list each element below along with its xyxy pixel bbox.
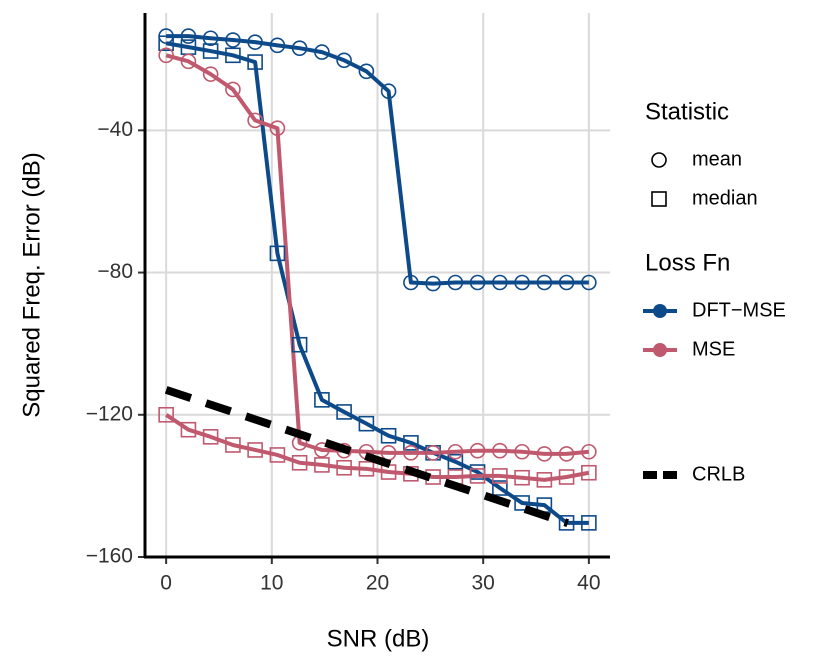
marker [380, 83, 397, 100]
marker [558, 469, 575, 485]
x-tick-label: 30 [472, 572, 495, 595]
marker [247, 54, 263, 70]
marker [180, 421, 197, 438]
legend-label: MSE [692, 338, 735, 360]
marker [425, 445, 441, 461]
marker [558, 274, 575, 291]
marker [514, 495, 530, 511]
marker [291, 40, 308, 57]
legend-dot [653, 343, 667, 357]
series-line [165, 413, 590, 482]
marker [202, 429, 219, 445]
marker [581, 515, 597, 531]
marker [225, 32, 241, 48]
marker [269, 245, 286, 262]
marker [492, 468, 508, 484]
marker [247, 442, 263, 458]
y-axis-title: Squared Freq. Error (dB) [18, 152, 45, 417]
marker [380, 427, 397, 444]
marker [358, 461, 375, 477]
x-tick-label: 10 [260, 572, 283, 595]
marker [651, 152, 667, 168]
marker [202, 66, 219, 82]
marker [269, 37, 286, 54]
marker [180, 53, 197, 70]
y-tick-label: −40 [97, 118, 133, 141]
marker [447, 453, 464, 470]
y-tick-label: −120 [86, 402, 133, 425]
series-line [165, 41, 589, 525]
marker [269, 447, 286, 463]
marker [336, 459, 352, 476]
marker [514, 469, 530, 486]
marker [447, 443, 464, 460]
marker [225, 437, 241, 453]
x-tick-label: 0 [160, 572, 172, 595]
marker [336, 52, 352, 69]
marker [514, 274, 530, 291]
marker [247, 34, 263, 50]
legend-label: CRLB [692, 463, 745, 485]
marker [314, 392, 330, 408]
marker [202, 43, 219, 59]
legend-label: mean [692, 148, 742, 170]
marker [403, 435, 419, 451]
marker [291, 336, 308, 353]
x-tick-label: 20 [366, 572, 389, 595]
marker [536, 472, 553, 488]
marker [536, 274, 553, 291]
bound-line [164, 386, 569, 528]
marker [158, 35, 174, 52]
marker [492, 480, 508, 496]
marker [403, 274, 419, 291]
marker [651, 191, 667, 207]
marker [158, 47, 174, 64]
marker [581, 443, 597, 460]
legend-title: Statistic [645, 98, 729, 125]
marker [469, 442, 486, 459]
marker [514, 443, 530, 460]
marker [358, 63, 375, 80]
x-axis-title: SNR (dB) [327, 625, 430, 652]
marker [492, 274, 508, 291]
series-line [166, 34, 589, 286]
marker [581, 274, 597, 291]
marker [158, 406, 174, 423]
marker [180, 28, 197, 44]
marker [536, 446, 553, 462]
marker [247, 112, 263, 129]
marker [447, 274, 464, 291]
marker [358, 415, 375, 432]
x-tick-label: 40 [577, 572, 600, 595]
marker [314, 457, 330, 473]
marker [403, 445, 419, 461]
y-tick-label: −80 [97, 260, 133, 283]
legend-title: Loss Fn [645, 249, 730, 276]
legend-label: DFT−MSE [692, 299, 786, 321]
marker [558, 515, 575, 531]
marker [336, 404, 352, 420]
legend-dot [653, 304, 667, 318]
marker [314, 442, 330, 458]
marker [225, 47, 241, 64]
marker [581, 464, 597, 481]
marker [225, 81, 241, 98]
marker [269, 120, 286, 136]
marker [469, 468, 486, 484]
marker [558, 446, 575, 462]
marker [202, 30, 219, 47]
marker [291, 454, 308, 471]
y-tick-label: −160 [86, 545, 133, 568]
marker [314, 44, 330, 60]
marker [492, 442, 508, 459]
marker [469, 274, 486, 291]
legend-label: median [692, 187, 758, 209]
marker [425, 275, 441, 292]
